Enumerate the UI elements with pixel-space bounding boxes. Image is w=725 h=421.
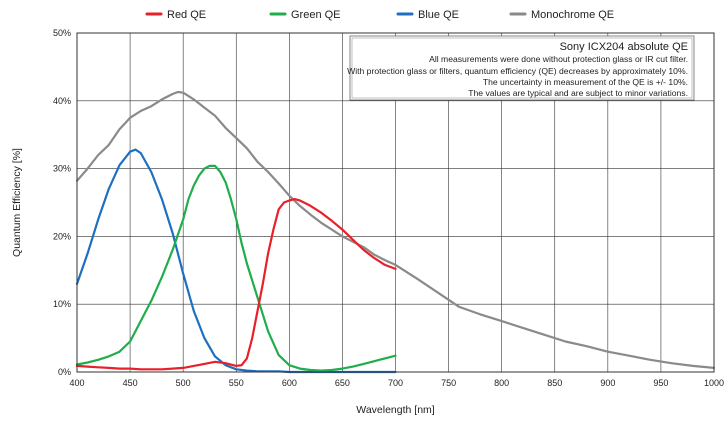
series-line-green-qe [75, 164, 397, 372]
annotation-frame-inner [351, 37, 693, 99]
x-tick-label: 900 [600, 378, 615, 388]
x-tick-label: 850 [547, 378, 562, 388]
y-tick-label: 0% [58, 367, 71, 377]
y-tick-label: 40% [53, 96, 71, 106]
legend: Red QE Green QE Blue QE Monochrome QE [145, 9, 614, 21]
annotation-line: The values are typical and are subject t… [468, 88, 688, 98]
x-tick-label: 400 [69, 378, 84, 388]
y-tick-label: 50% [53, 28, 71, 38]
x-tick-label: 650 [335, 378, 350, 388]
annotation-line: With protection glass or filters, quantu… [347, 66, 688, 76]
x-tick-label: 550 [229, 378, 244, 388]
x-tick-label: 950 [653, 378, 668, 388]
y-tick-label: 20% [53, 231, 71, 241]
tick-labels: 400 450 500 550 600 650 700 750 800 850 900 950 1000… [53, 28, 724, 388]
annotation-box: Sony ICX204 absolute QE All measurements… [347, 35, 695, 101]
legend-label: Monochrome QE [531, 9, 614, 21]
series-lines [75, 90, 716, 374]
x-tick-label: 700 [388, 378, 403, 388]
legend-label: Blue QE [418, 9, 459, 21]
x-tick-label: 800 [494, 378, 509, 388]
legend-label: Green QE [291, 9, 341, 21]
legend-label: Red QE [167, 9, 206, 21]
x-tick-label: 750 [441, 378, 456, 388]
x-tick-label: 450 [123, 378, 138, 388]
x-tick-label: 600 [282, 378, 297, 388]
x-tick-label: 1000 [704, 378, 724, 388]
annotation-frame [349, 35, 695, 101]
y-axis-title: Quantum Efficiency [%] [11, 148, 23, 257]
y-tick-label: 10% [53, 299, 71, 309]
plot-frame [76, 32, 715, 373]
annotation-line: All measurements were done without prote… [429, 54, 688, 64]
series-line-red-qe [75, 198, 397, 371]
y-tick-label: 30% [53, 164, 71, 174]
series-line-monochrome-qe [75, 90, 716, 369]
x-tick-label: 500 [176, 378, 191, 388]
annotation-title: Sony ICX204 absolute QE [560, 41, 688, 53]
x-axis-title: Wavelength [nm] [356, 404, 434, 416]
annotation-line: The uncertainty in measurement of the QE… [483, 77, 688, 87]
